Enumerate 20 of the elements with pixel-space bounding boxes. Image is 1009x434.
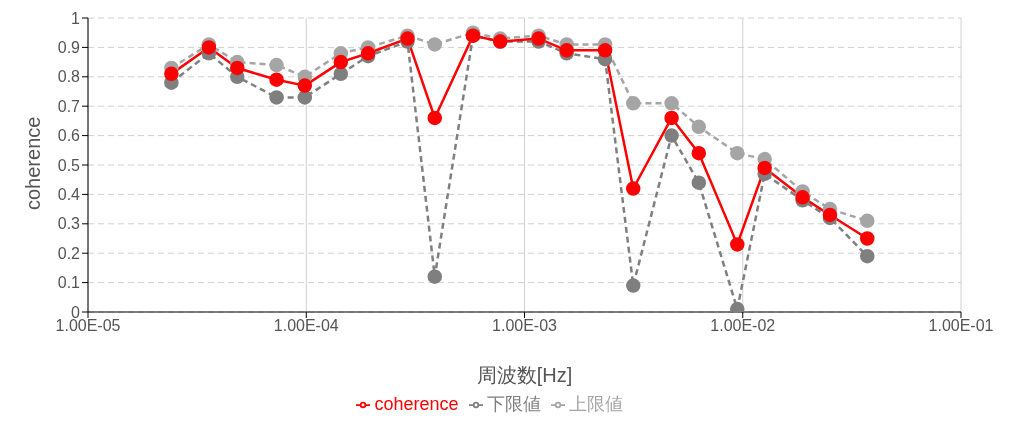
legend-label: 上限値 <box>568 394 623 414</box>
x-tick-label: 1.00E-03 <box>492 317 558 335</box>
x-tick-label: 1.00E-01 <box>928 317 994 335</box>
y-tick-label: 0.4 <box>57 186 81 204</box>
y-tick-label: 0.5 <box>57 156 81 174</box>
y-tick-label: 0.6 <box>57 127 81 145</box>
x-tick-label: 1.00E-05 <box>55 317 121 335</box>
y-tick-label: 0.8 <box>57 68 81 86</box>
legend-label: coherence <box>374 394 459 414</box>
x-tick-label: 1.00E-04 <box>273 317 339 335</box>
y-tick-label: 0.3 <box>57 215 81 233</box>
legend-label: 下限値 <box>486 394 541 414</box>
y-tick-label: 1 <box>71 9 81 27</box>
y-tick-label: 0.9 <box>57 39 81 57</box>
y-tick-label: 0.1 <box>57 274 81 292</box>
y-axis-title: coherence <box>22 116 45 210</box>
y-tick-label: 0.7 <box>57 97 81 115</box>
y-tick-label: 0.2 <box>57 244 81 262</box>
x-axis-title: 周波数[Hz] <box>476 364 573 386</box>
x-tick-label: 1.00E-02 <box>710 317 776 335</box>
